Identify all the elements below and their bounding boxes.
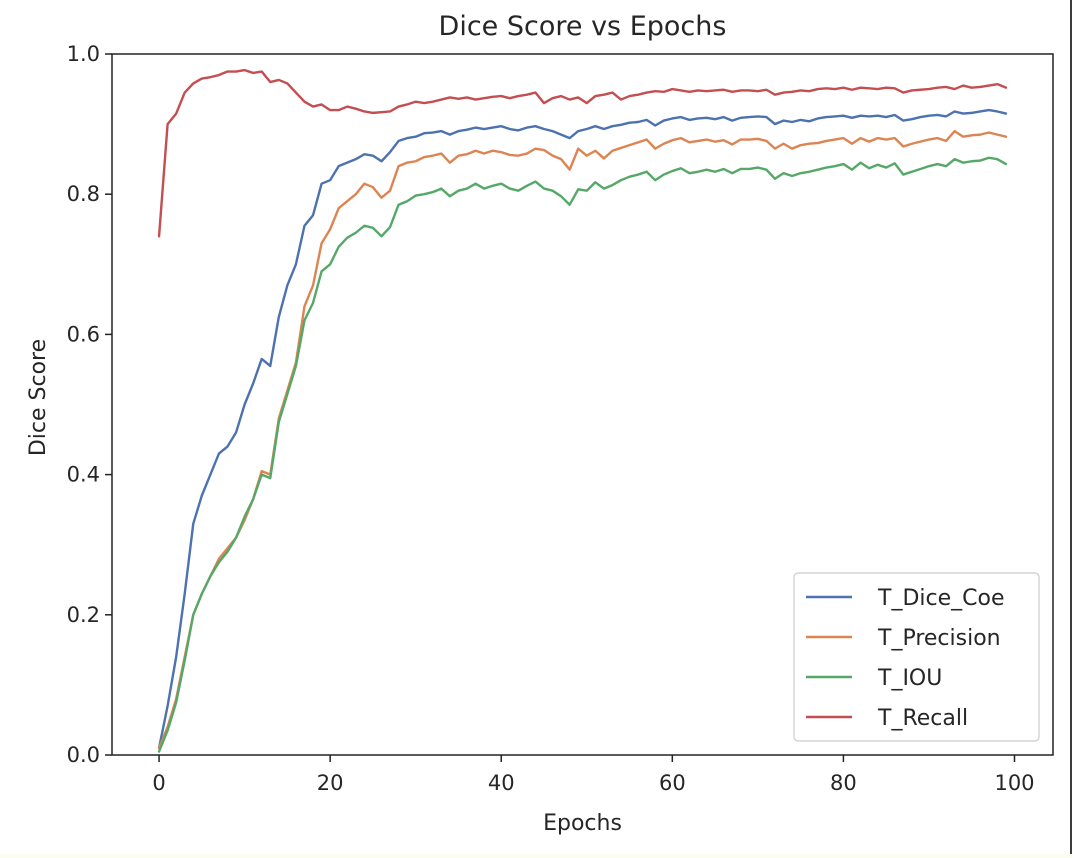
legend-label: T_Precision <box>877 626 1001 651</box>
x-axis-ticks: 0 20 40 60 80 100 <box>152 755 1035 795</box>
legend-label: T_Dice_Coe <box>877 586 1004 611</box>
legend: T_Dice_Coe T_Precision T_IOU T_Recall <box>793 572 1040 742</box>
window-right-border <box>1070 0 1072 858</box>
series-line-t-recall <box>157 68 1008 238</box>
plot-frame <box>111 53 1054 756</box>
x-axis-label: Epochs <box>543 811 622 836</box>
chart-title: Dice Score vs Epochs <box>439 11 727 42</box>
x-tick-label: 20 <box>317 771 344 795</box>
x-tick-label: 40 <box>488 771 515 795</box>
y-tick-label: 0.4 <box>67 463 100 487</box>
legend-label: T_IOU <box>877 666 942 691</box>
x-tick-label: 100 <box>994 771 1034 795</box>
y-axis-ticks: 0.0 0.2 0.4 0.6 0.8 1.0 <box>67 42 112 767</box>
y-axis-label: Dice Score <box>26 339 51 456</box>
x-tick-label: 80 <box>830 771 857 795</box>
series-line-t-precision <box>157 129 1008 750</box>
y-tick-label: 0.2 <box>67 603 100 627</box>
series-layer <box>157 68 1008 753</box>
legend-box <box>793 572 1040 742</box>
series-line-t-iou <box>157 156 1008 753</box>
series-line-t-dice-coe <box>157 108 1008 750</box>
window-bottom-strip <box>0 854 1072 858</box>
y-tick-label: 1.0 <box>67 42 100 66</box>
y-tick-label: 0.8 <box>67 182 100 206</box>
y-tick-label: 0.0 <box>67 743 100 767</box>
x-tick-label: 60 <box>659 771 686 795</box>
y-tick-label: 0.6 <box>67 322 100 346</box>
legend-label: T_Recall <box>877 706 968 731</box>
x-tick-label: 0 <box>152 771 165 795</box>
